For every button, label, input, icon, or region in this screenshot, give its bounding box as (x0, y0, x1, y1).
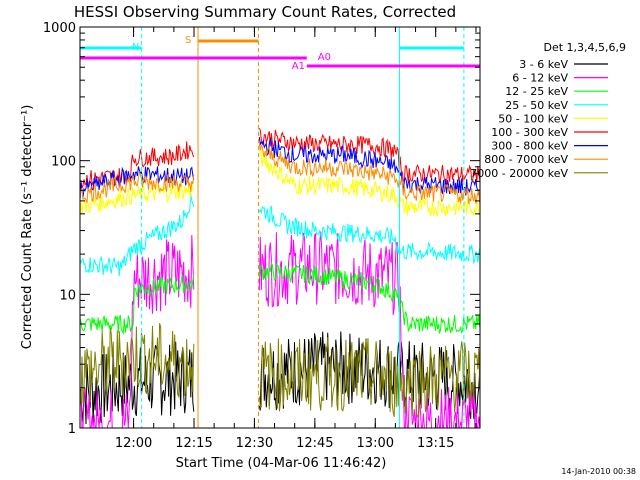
legend-label-4: 25 - 50 keV (505, 99, 568, 112)
y-tick-label-2: 10 (59, 288, 76, 303)
legend-label-5: 50 - 100 keV (498, 112, 568, 125)
x-tick-label-1: 12:00 (115, 436, 152, 451)
time-note: 14-Jan-2010 00:38 (561, 467, 636, 476)
x-tick-label-4: 12:45 (296, 436, 333, 451)
x-tick-label-3: 12:30 (236, 436, 273, 451)
legend-label-1: 3 - 6 keV (519, 58, 568, 71)
attenuator-label-a0: A0 (318, 52, 331, 63)
attenuator-label-a1: A1 (292, 61, 305, 72)
series-line-3 (79, 261, 481, 336)
legend-title: Det 1,3,4,5,6,9 (543, 41, 626, 54)
y-axis-title: Corrected Count Rate (s⁻¹ detector⁻¹) (20, 105, 35, 350)
y-tick-label-3: 100 (51, 155, 76, 170)
series-line-6 (79, 128, 481, 189)
x-axis-title: Start Time (04-Mar-06 11:46:42) (176, 456, 387, 471)
legend-label-9: 7000 - 20000 keV (470, 167, 568, 180)
series-line-5 (79, 147, 481, 217)
series-line-4 (79, 191, 481, 276)
y-tick-label-4: 1000 (43, 21, 76, 36)
legend-label-3: 12 - 25 keV (505, 85, 568, 98)
night-label: N (132, 42, 139, 53)
x-tick-label-6: 13:15 (417, 436, 454, 451)
series-line-8 (79, 143, 481, 205)
legend-label-6: 100 - 300 keV (491, 126, 568, 139)
series-line-9 (79, 323, 481, 419)
legend-label-8: 800 - 7000 keV (484, 153, 568, 166)
legend-label-7: 300 - 800 keV (491, 140, 568, 153)
legend-label-2: 6 - 12 keV (512, 72, 568, 85)
chart-title: HESSI Observing Summary Count Rates, Cor… (74, 3, 456, 21)
saa-label: S (185, 35, 191, 46)
y-tick-label-1: 1 (68, 422, 76, 437)
x-tick-label-2: 12:15 (175, 436, 212, 451)
axes: 1 10 100 1000 12:00 12:15 12:30 12:45 13:00 13:15 (43, 21, 480, 451)
x-tick-label-5: 13:00 (357, 436, 394, 451)
plot-frame (79, 26, 481, 429)
